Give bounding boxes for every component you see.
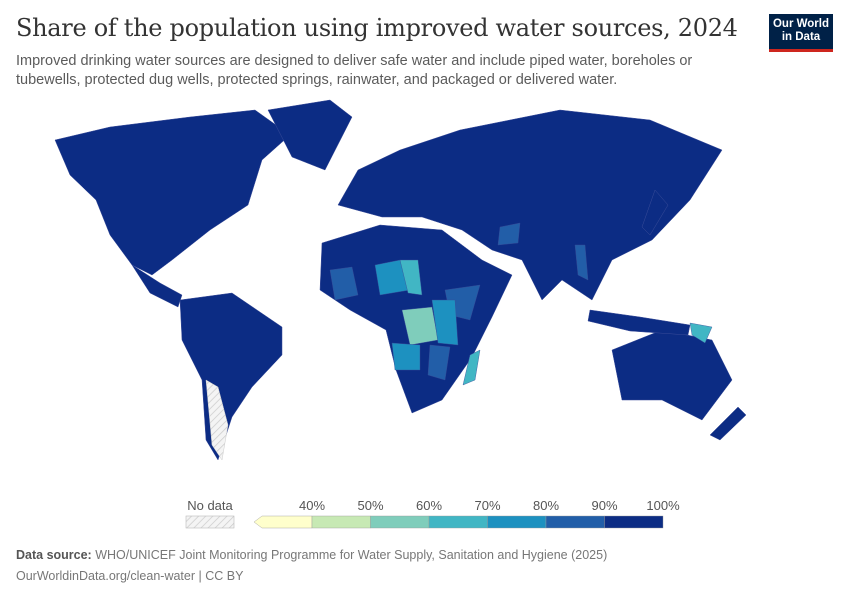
region-chad[interactable] bbox=[399, 259, 423, 296]
legend-tick-label: 40% bbox=[298, 498, 326, 513]
region-australia[interactable] bbox=[611, 329, 733, 421]
legend-no-data-label: No data bbox=[187, 498, 233, 513]
legend-scale bbox=[185, 515, 664, 529]
page-title: Share of the population using improved w… bbox=[16, 14, 738, 42]
legend-tick-label: 90% bbox=[591, 498, 618, 513]
footer-url[interactable]: OurWorldinData.org/clean-water | CC BY bbox=[16, 569, 244, 583]
region-east-africa[interactable] bbox=[431, 299, 459, 346]
world-map bbox=[54, 99, 747, 461]
region-indonesia[interactable] bbox=[587, 309, 691, 336]
legend-tick-label: 50% bbox=[357, 498, 384, 513]
legend-bin[interactable] bbox=[311, 515, 371, 529]
region-no-data-patagonia[interactable] bbox=[205, 379, 229, 461]
legend: No data 40% 50% 60% 70% 80% 90% 100% bbox=[0, 495, 850, 535]
region-west-africa[interactable] bbox=[329, 266, 359, 301]
legend-bin[interactable] bbox=[604, 515, 664, 529]
legend-tick-label: 70% bbox=[474, 498, 501, 513]
legend-tick-label: 100% bbox=[646, 498, 680, 513]
region-japan[interactable] bbox=[641, 189, 669, 236]
legend-tick-label: 60% bbox=[415, 498, 443, 513]
subtitle: Improved drinking water sources are desi… bbox=[16, 53, 693, 88]
region-mozambique[interactable] bbox=[427, 344, 451, 381]
data-source: Data source: WHO/UNICEF Joint Monitoring… bbox=[16, 548, 608, 562]
region-afghanistan[interactable] bbox=[497, 222, 521, 246]
region-new-zealand[interactable] bbox=[709, 406, 747, 441]
legend-tick-label: 80% bbox=[532, 498, 560, 513]
region-myanmar[interactable] bbox=[574, 244, 589, 281]
region-greenland[interactable] bbox=[267, 99, 353, 171]
legend-bin[interactable] bbox=[487, 515, 547, 529]
region-eurasia[interactable] bbox=[337, 109, 723, 301]
legend-bin[interactable] bbox=[253, 515, 313, 529]
legend-bin[interactable] bbox=[545, 515, 605, 529]
region-papua-new-guinea[interactable] bbox=[689, 322, 713, 344]
owid-logo[interactable]: Our World in Data bbox=[769, 14, 833, 52]
region-south-america[interactable] bbox=[179, 292, 283, 461]
region-madagascar[interactable] bbox=[462, 349, 481, 386]
region-north-america[interactable] bbox=[54, 109, 291, 276]
legend-no-data-swatch[interactable] bbox=[185, 515, 235, 529]
legend-bin[interactable] bbox=[370, 515, 430, 529]
region-angola[interactable] bbox=[391, 342, 421, 371]
legend-bin[interactable] bbox=[428, 515, 488, 529]
